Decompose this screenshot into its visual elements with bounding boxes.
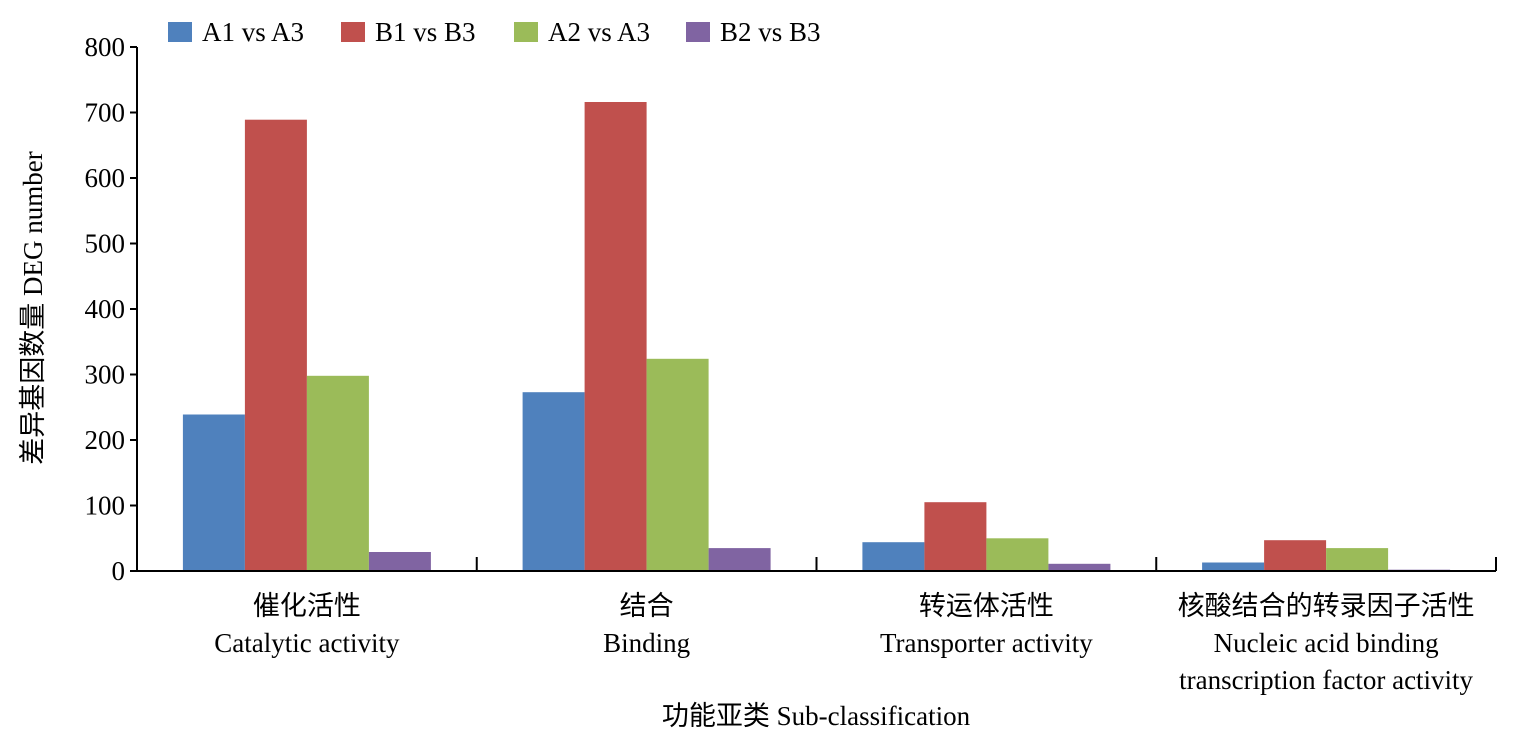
x-axis-title: 功能亚类 Sub-classification (662, 701, 971, 731)
x-tick-label-4-line-1: 核酸结合的转录因子活性 (1178, 591, 1475, 621)
x-tick-label-3-line-2: Transporter activity (880, 628, 1093, 658)
y-tick-label-4: 400 (85, 294, 126, 324)
y-tick-label-2: 200 (85, 425, 126, 455)
legend-label-4: B2 vs B3 (720, 17, 821, 47)
y-tick-label-3: 300 (85, 360, 126, 390)
bar-4-cat-1 (368, 552, 431, 571)
y-tick-label-1: 100 (85, 491, 126, 521)
x-tick-label-1-line-1: 催化活性 (253, 591, 361, 621)
bar-1-cat-4 (1202, 562, 1265, 571)
y-tick-label-5: 500 (85, 229, 126, 259)
bar-2-cat-1 (244, 119, 307, 571)
bar-3-cat-4 (1326, 548, 1389, 571)
bar-1-cat-1 (182, 414, 245, 571)
bar-4-cat-3 (1048, 563, 1111, 571)
legend-swatch-2 (341, 22, 365, 42)
legend-label-3: A2 vs A3 (548, 17, 650, 47)
legend-swatch-3 (514, 22, 538, 42)
bars-layer (182, 102, 1451, 572)
bar-1-cat-3 (862, 542, 925, 571)
legend-swatch-1 (168, 22, 192, 42)
x-tick-label-4-line-3: transcription factor activity (1179, 665, 1473, 695)
legend: A1 vs A3 B1 vs B3 A2 vs A3 B2 vs B3 (168, 17, 821, 47)
legend-swatch-4 (686, 22, 710, 42)
x-tick-label-3-line-1: 转运体活性 (919, 591, 1054, 621)
y-tick-label-7: 700 (85, 98, 126, 128)
x-tick-label-1-line-2: Catalytic activity (214, 628, 400, 658)
legend-label-2: B1 vs B3 (375, 17, 476, 47)
legend-label-1: A1 vs A3 (202, 17, 304, 47)
x-tick-label-2-line-1: 结合 (620, 591, 674, 621)
axes-layer (130, 46, 1497, 572)
x-tick-label-4-line-2: Nucleic acid binding (1214, 628, 1439, 658)
bar-1-cat-2 (522, 392, 585, 571)
y-tick-label-8: 800 (85, 32, 126, 62)
x-tick-label-2-line-2: Binding (603, 628, 690, 658)
bar-3-cat-1 (306, 375, 369, 571)
bar-4-cat-2 (708, 548, 771, 571)
y-tick-label-0: 0 (112, 556, 126, 586)
y-axis-title: 差异基因数量 DEG number (18, 151, 48, 464)
labels-layer: 0 100 200 300 400 500 600 700 800 催化活性 Catalytic a… (85, 32, 1475, 695)
bar-2-cat-2 (584, 102, 647, 571)
bar-3-cat-3 (986, 538, 1049, 572)
bar-3-cat-2 (646, 358, 709, 571)
bar-2-cat-3 (924, 502, 987, 571)
y-tick-label-6: 600 (85, 163, 126, 193)
bar-2-cat-4 (1264, 540, 1327, 571)
